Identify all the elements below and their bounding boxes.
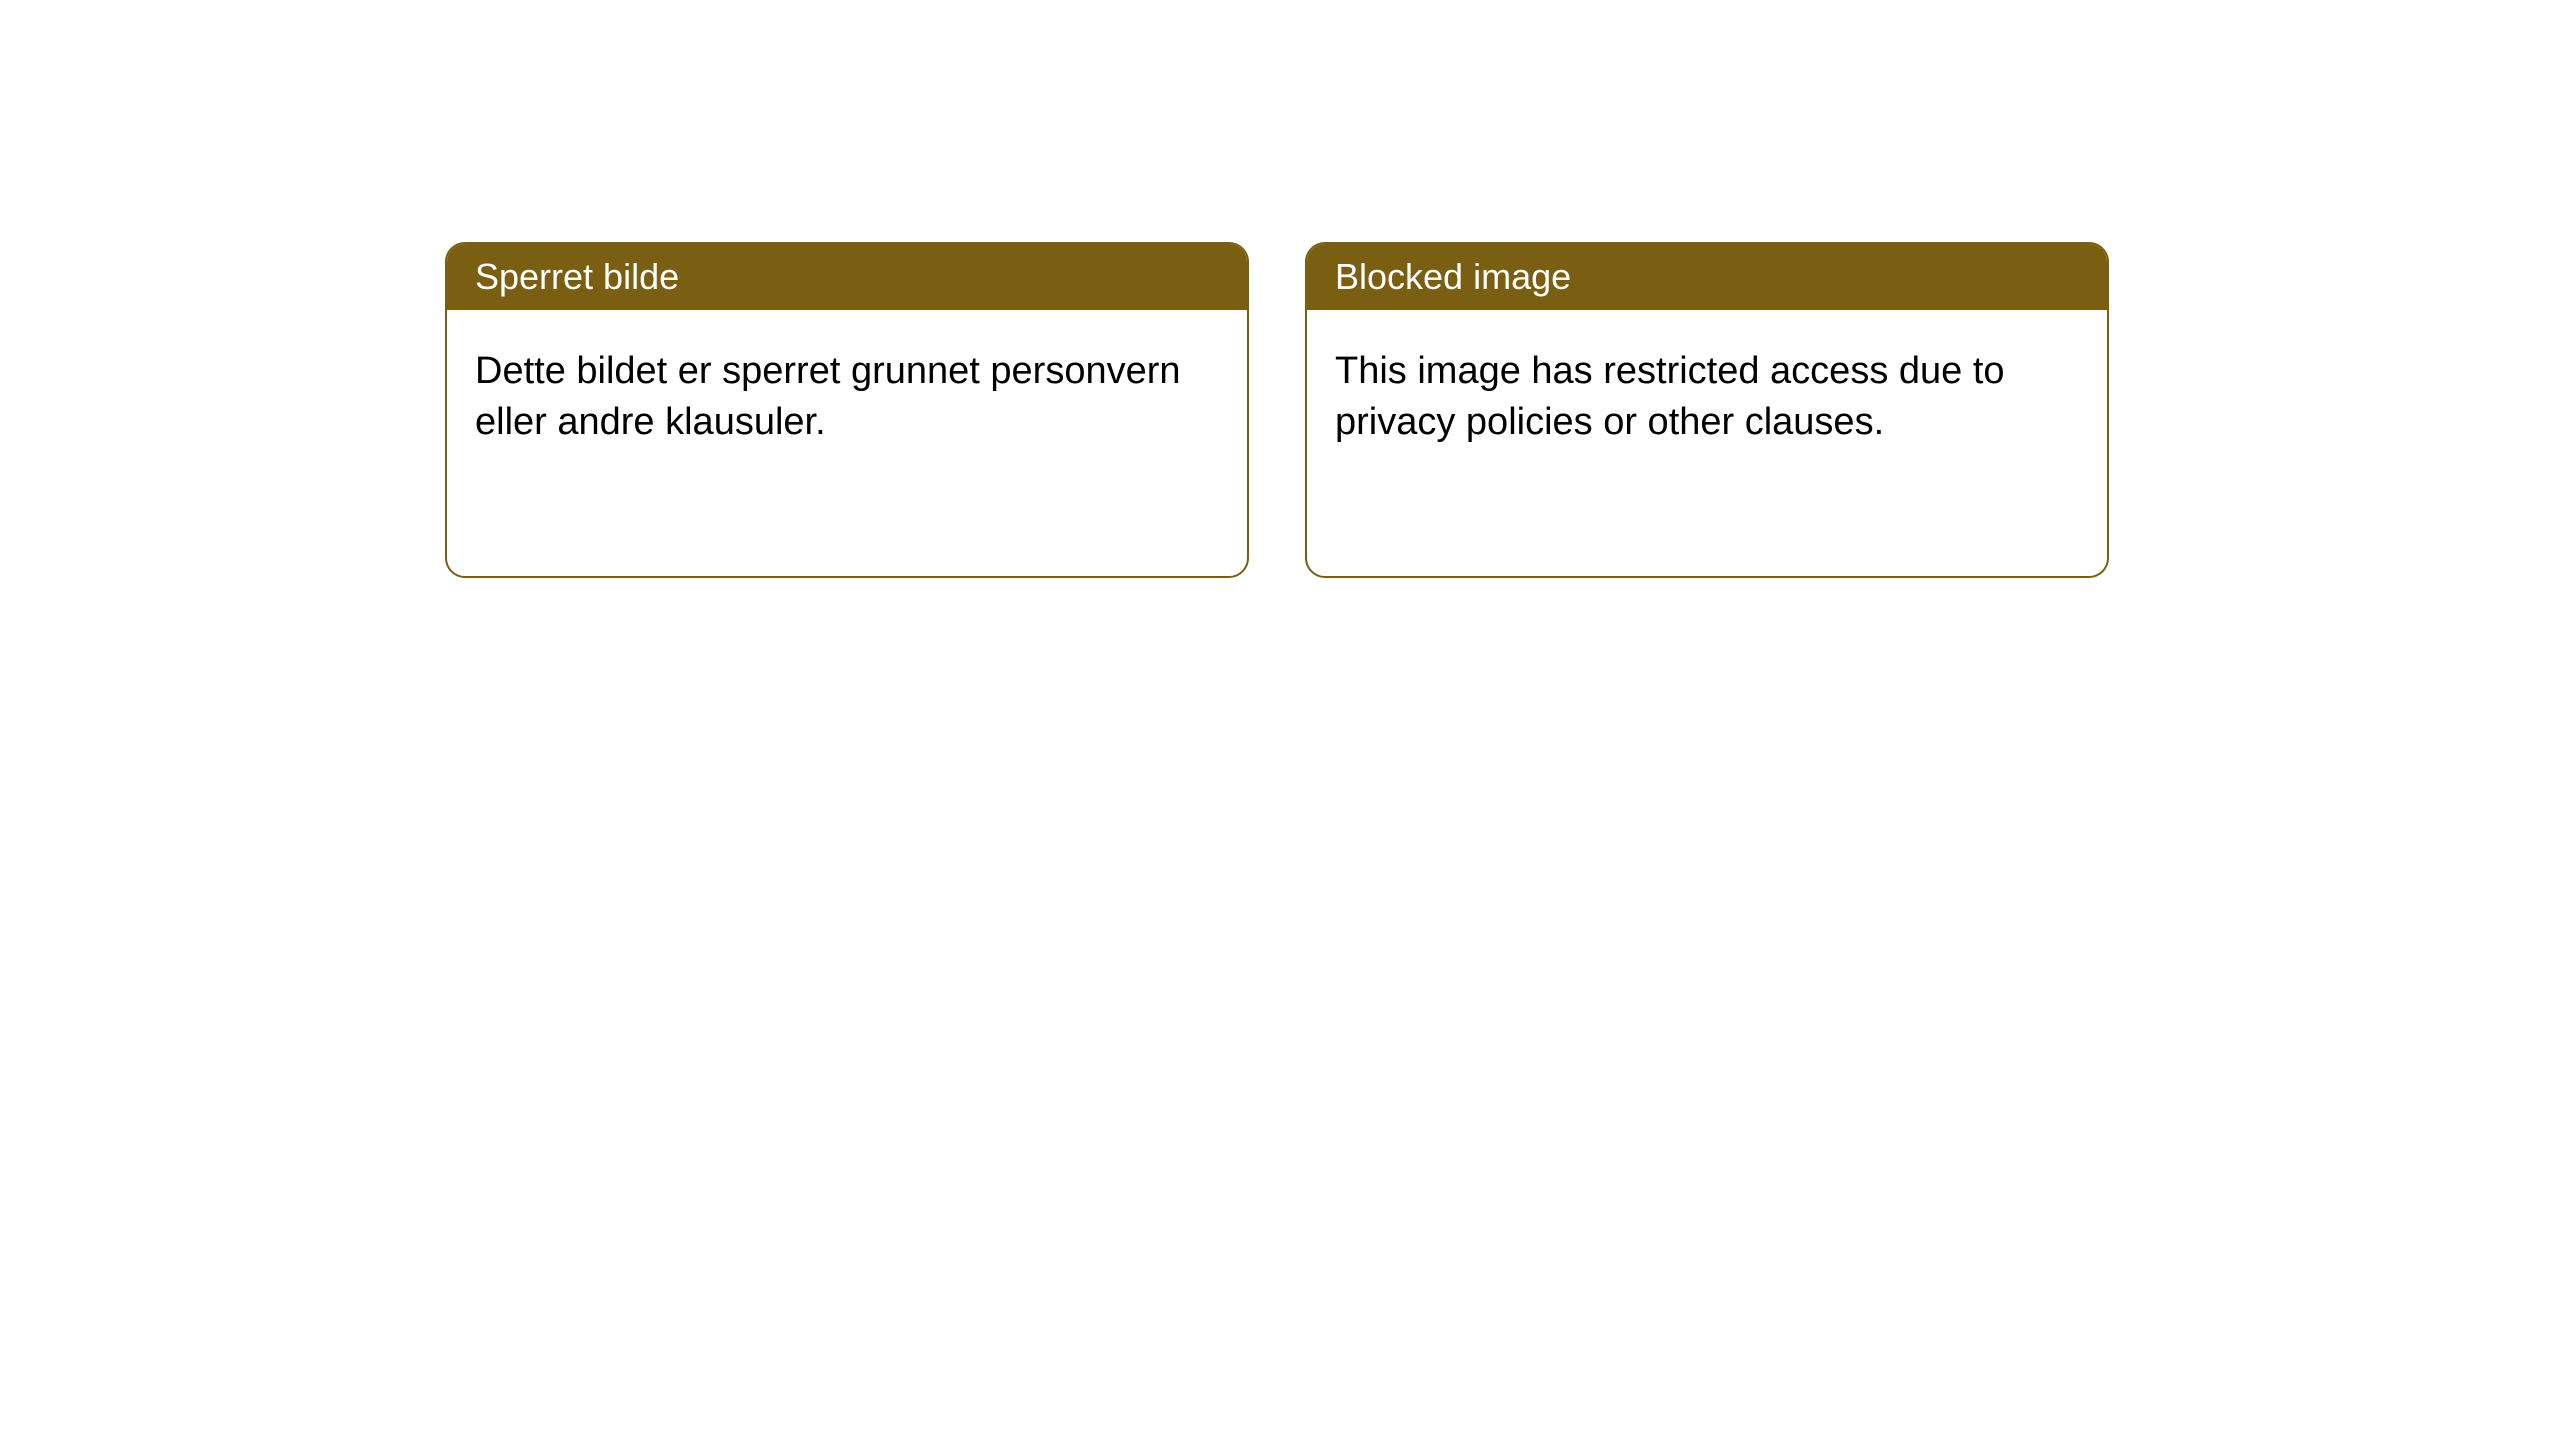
card-title: Blocked image — [1335, 256, 1571, 297]
blocked-image-card-en: Blocked image This image has restricted … — [1305, 242, 2109, 578]
cards-container: Sperret bilde Dette bildet er sperret gr… — [445, 242, 2109, 578]
card-message: This image has restricted access due to … — [1335, 350, 2005, 443]
card-body: This image has restricted access due to … — [1307, 310, 2107, 485]
blocked-image-card-no: Sperret bilde Dette bildet er sperret gr… — [445, 242, 1249, 578]
card-message: Dette bildet er sperret grunnet personve… — [475, 350, 1181, 443]
card-header: Sperret bilde — [447, 244, 1247, 310]
card-title: Sperret bilde — [475, 256, 679, 297]
card-body: Dette bildet er sperret grunnet personve… — [447, 310, 1247, 485]
card-header: Blocked image — [1307, 244, 2107, 310]
